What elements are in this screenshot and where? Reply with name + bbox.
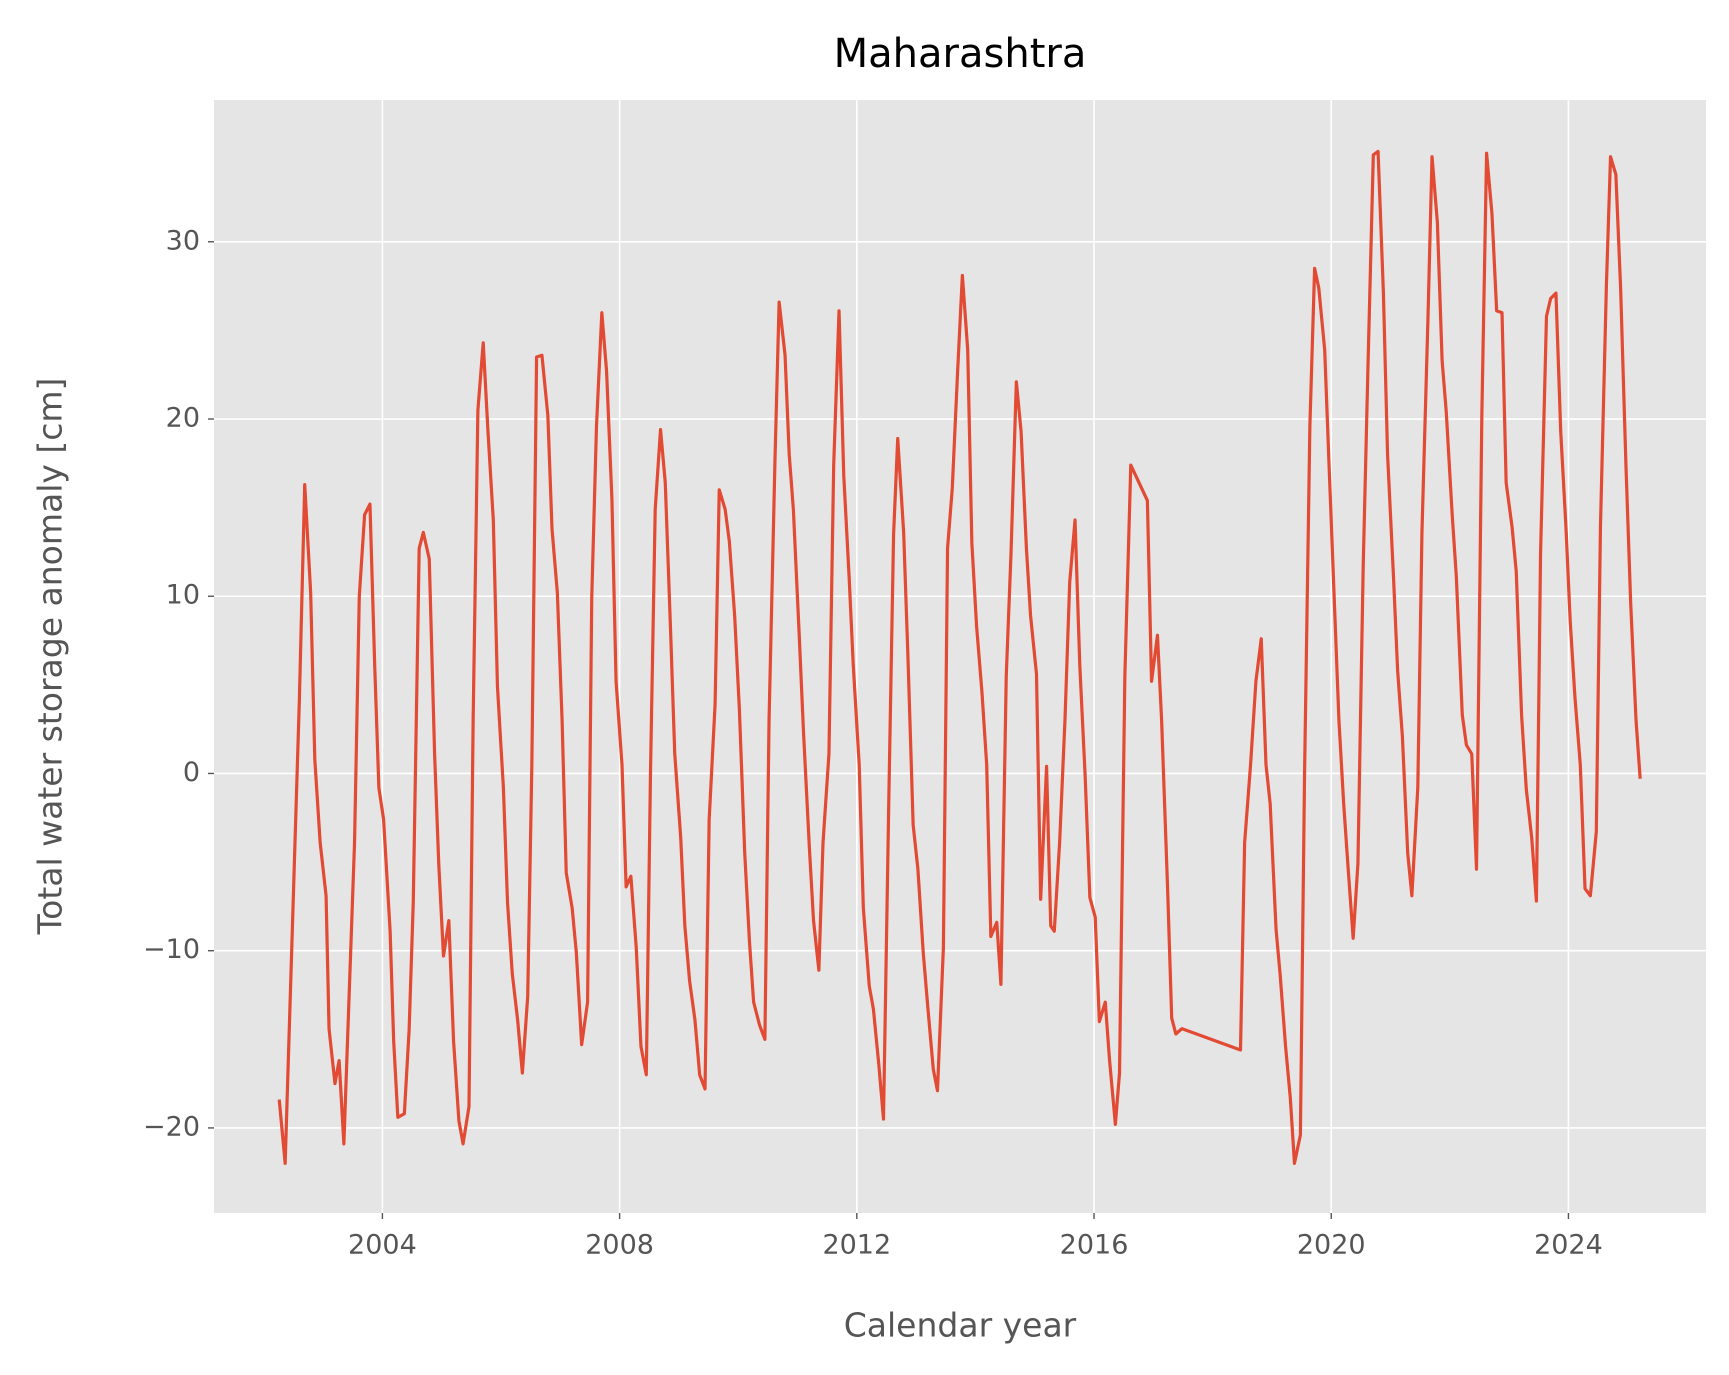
y-tick-label: −20 (143, 1111, 200, 1142)
y-tick-label: 20 (166, 403, 200, 434)
y-tick-label: −10 (143, 934, 200, 965)
x-tick-label: 2016 (1060, 1230, 1129, 1261)
x-tick-label: 2004 (348, 1230, 417, 1261)
plot-background (214, 100, 1706, 1213)
y-tick-label: 0 (183, 757, 200, 788)
x-tick-label: 2024 (1534, 1230, 1603, 1261)
chart-title: Maharashtra (834, 31, 1087, 77)
x-tick-label: 2012 (822, 1230, 891, 1261)
x-tick-label: 2008 (585, 1230, 654, 1261)
y-tick-label: 10 (166, 580, 200, 611)
x-axis-label: Calendar year (844, 1306, 1077, 1345)
data-line (277, 149, 1642, 1165)
y-tick-label: 30 (166, 225, 200, 256)
y-axis-label: Total water storage anomaly [cm] (31, 378, 70, 936)
x-tick-label: 2020 (1297, 1230, 1366, 1261)
